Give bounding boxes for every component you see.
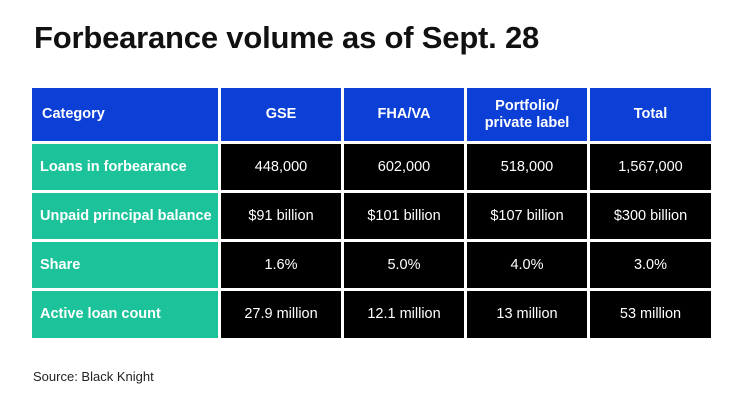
column-header-total: Total xyxy=(590,88,711,141)
forbearance-table: Category GSE FHA/VA Portfolio/ private l… xyxy=(32,88,711,338)
table-cell: $101 billion xyxy=(344,193,464,239)
row-label-active-loan-count: Active loan count xyxy=(32,291,218,338)
table-cell: $300 billion xyxy=(590,193,711,239)
table-cell: 13 million xyxy=(467,291,587,338)
row-label-loans-in-forbearance: Loans in forbearance xyxy=(32,144,218,190)
column-header-fha-va: FHA/VA xyxy=(344,88,464,141)
table-cell: 27.9 million xyxy=(221,291,341,338)
row-label-unpaid-principal-balance: Unpaid principal balance xyxy=(32,193,218,239)
source-note: Source: Black Knight xyxy=(33,369,154,384)
table-cell: 1.6% xyxy=(221,242,341,288)
table-cell: $107 billion xyxy=(467,193,587,239)
table-cell: 3.0% xyxy=(590,242,711,288)
table-cell: $91 billion xyxy=(221,193,341,239)
column-header-category: Category xyxy=(32,88,218,141)
column-header-gse: GSE xyxy=(221,88,341,141)
chart-title: Forbearance volume as of Sept. 28 xyxy=(34,20,540,55)
table-cell: 4.0% xyxy=(467,242,587,288)
table-cell: 5.0% xyxy=(344,242,464,288)
table-cell: 53 million xyxy=(590,291,711,338)
row-label-share: Share xyxy=(32,242,218,288)
column-header-portfolio: Portfolio/ private label xyxy=(467,88,587,141)
table-cell: 1,567,000 xyxy=(590,144,711,190)
table-cell: 448,000 xyxy=(221,144,341,190)
table-cell: 518,000 xyxy=(467,144,587,190)
table-cell: 12.1 million xyxy=(344,291,464,338)
table-cell: 602,000 xyxy=(344,144,464,190)
